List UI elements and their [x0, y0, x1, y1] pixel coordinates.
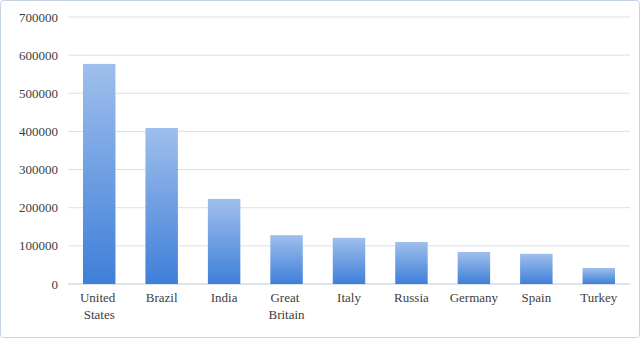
chart-svg: 0 100000 200000 300000 400000 500000 600000 700… [0, 0, 640, 338]
y-axis: 0 100000 200000 300000 400000 500000 600000 700… [19, 10, 58, 292]
y-tick-label: 0 [52, 277, 59, 292]
y-tick-label: 500000 [19, 86, 58, 101]
x-tick-label: United States [80, 290, 119, 322]
grid-line [68, 17, 630, 18]
bar [583, 268, 615, 284]
chart-container: 0 100000 200000 300000 400000 500000 600000 700… [0, 0, 640, 338]
x-tick-label: Spain [522, 290, 552, 305]
grid-line [68, 93, 630, 94]
bar [520, 254, 552, 284]
bar [83, 64, 115, 284]
x-axis: United States Brazil India Great Britain Ita… [80, 290, 618, 322]
x-tick-label: Brazil [146, 290, 178, 305]
y-tick-label: 200000 [19, 200, 58, 215]
y-tick-label: 100000 [19, 238, 58, 253]
y-tick-label: 300000 [19, 162, 58, 177]
bar [145, 128, 177, 284]
x-tick-label: Turkey [580, 290, 618, 305]
bar [270, 235, 302, 284]
grid [68, 17, 630, 284]
x-tick-label: India [211, 290, 238, 305]
y-tick-label: 600000 [19, 48, 58, 63]
x-tick-label: Germany [450, 290, 499, 305]
grid-line [68, 55, 630, 56]
bar [208, 199, 240, 284]
bars [83, 64, 615, 284]
bar [395, 242, 427, 284]
x-tick-label: Italy [337, 290, 361, 305]
chart-frame [1, 1, 640, 338]
x-tick-label: Russia [394, 290, 429, 305]
y-tick-label: 700000 [19, 10, 58, 25]
bar [458, 252, 490, 284]
x-tick-label: Great Britain [269, 290, 306, 322]
y-tick-label: 400000 [19, 124, 58, 139]
bar [333, 238, 365, 284]
